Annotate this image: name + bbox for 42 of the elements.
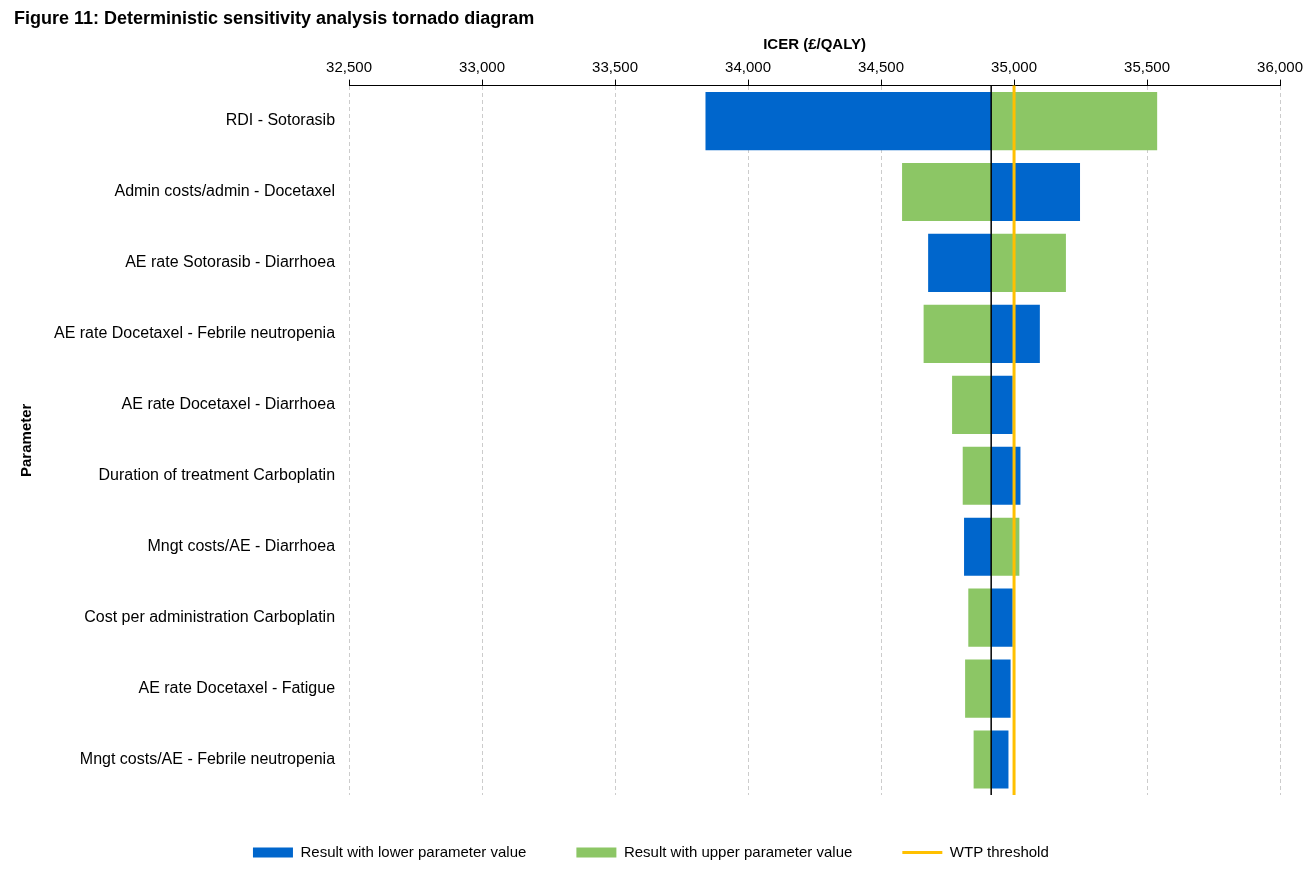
y-tick-label: AE rate Docetaxel - Febrile neutropenia [53,324,336,342]
bar [952,375,992,434]
y-tick-label: Admin costs/admin - Docetaxel [114,182,336,200]
bar [902,162,992,222]
chart-title: Figure 11: Deterministic sensitivity analysis tornado diagram [14,7,535,28]
y-tick-label: Duration of treatment Carboplatin [98,466,336,484]
legend-label: Result with upper parameter value [623,842,853,860]
y-tick-label: Mngt costs/AE - Febrile neutropenia [79,749,336,767]
y-tick-label: Cost per administration Carboplatin [84,608,336,626]
bar [991,233,1066,293]
legend-label: Result with lower parameter value [300,842,527,860]
bar [968,588,992,647]
bar [991,91,1158,151]
bar [705,91,992,151]
x-tick-label: 33,000 [459,57,505,75]
x-tick-label: 35,500 [1124,57,1170,75]
bar [991,162,1081,222]
bar [991,304,1040,363]
x-tick-label: 33,500 [592,57,638,75]
y-tick-label: Mngt costs/AE - Diarrhoea [147,537,336,555]
y-tick-label: RDI - Sotorasib [225,111,336,129]
bar [991,375,1013,434]
bar [991,730,1009,789]
x-tick-label: 32,500 [326,57,372,75]
y-tick-label: AE rate Sotorasib - Diarrhoea [125,253,336,271]
bar [923,304,992,363]
x-tick-label: 36,000 [1257,57,1304,75]
bar [928,233,992,293]
x-tick-label: 34,000 [725,57,771,75]
x-tick-label: 35,000 [991,57,1037,75]
x-tick-label: 34,500 [858,57,904,75]
y-axis-title: Parameter [17,403,35,477]
y-tick-label: AE rate Docetaxel - Fatigue [138,679,336,696]
bar [964,517,992,576]
legend-label: WTP threshold [949,842,1049,860]
bar [965,659,992,718]
bar [991,659,1011,718]
bar [962,446,992,505]
x-axis-title: ICER (£/QALY) [763,34,866,52]
y-tick-label: AE rate Docetaxel - Diarrhoea [121,395,336,413]
bar [973,730,992,789]
bar [991,588,1013,647]
